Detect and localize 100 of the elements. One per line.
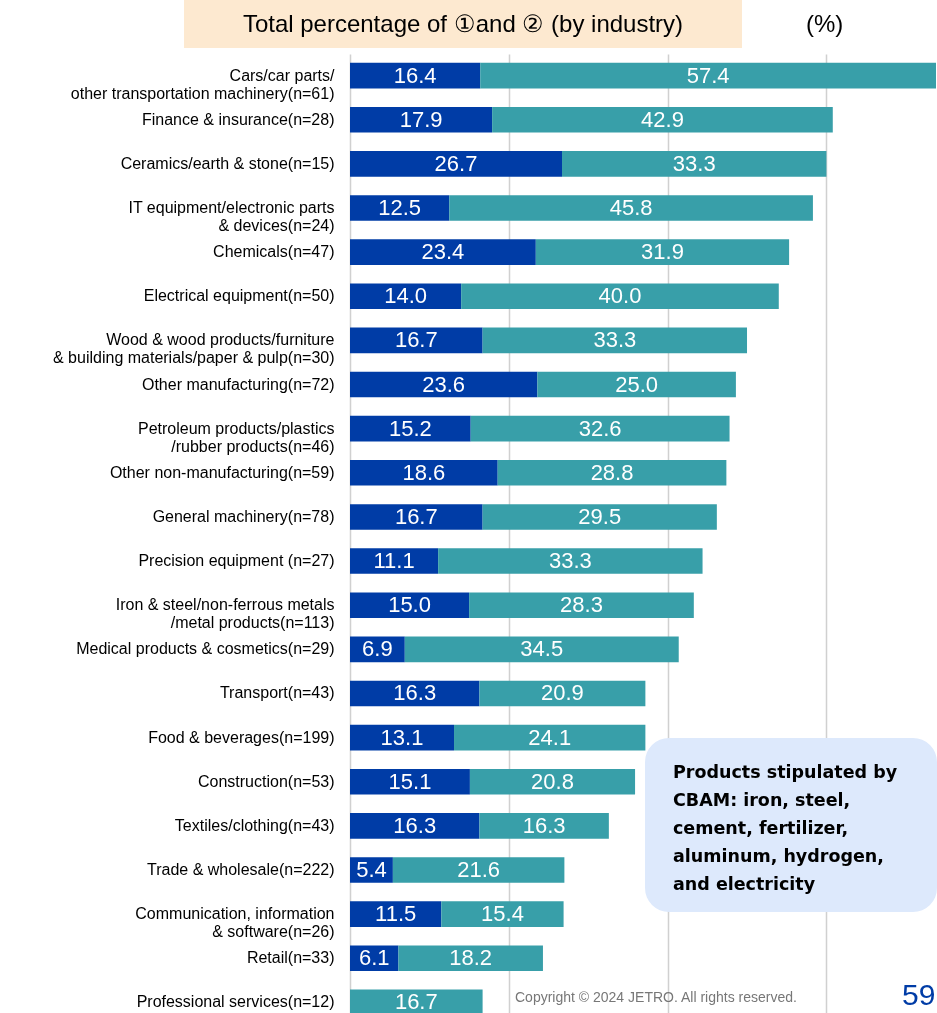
data-label: 11.1 [373,548,415,574]
data-label: 18.6 [402,459,446,485]
bar [350,239,536,265]
bar [441,901,564,927]
bar [350,592,470,618]
bar [480,62,936,89]
data-label: 33.3 [672,150,716,176]
bar [438,548,703,574]
data-label: 16.7 [394,327,438,353]
y-tick-label: General machinery(n=78) [152,507,335,525]
bar [537,371,736,398]
y-tick-label: Medical products & cosmetics(n=29) [76,640,335,658]
data-label: 20.9 [540,680,584,706]
data-label: 16.7 [394,503,438,529]
data-label: 26.7 [434,150,478,176]
data-label: 15.4 [481,901,524,927]
data-label: 6.9 [362,636,393,662]
y-tick-label: Precision equipment (n=27) [138,552,335,570]
annotation: 59 [902,978,936,1012]
y-tick-label: Petroleum products/plastics /rubber products(n=46) [137,419,335,455]
data-label: 12.5 [378,195,422,221]
data-label: 17.9 [399,106,443,132]
bar [398,945,543,972]
data-label: 5.4 [356,856,387,882]
data-label: 6.1 [358,945,390,971]
data-label: 16.3 [393,680,437,706]
data-label: 14.0 [384,283,427,309]
y-tick-label: Communication, information & software(n=26) [135,905,335,941]
data-label: 45.8 [609,195,653,221]
y-tick-label: Retail(n=33) [246,949,335,967]
y-tick-label: Other manufacturing(n=72) [141,375,335,393]
bar [350,768,470,795]
data-label: 16.7 [394,989,438,1013]
annotation: Copyright © 2024 JETRO. All rights reserved. [515,989,797,1005]
y-tick-label: Construction(n=53) [197,772,335,790]
bar [350,106,493,133]
data-label: 15.2 [388,415,432,441]
bar [449,195,813,221]
y-tick-label: Other non-manufacturing(n=59) [109,463,335,481]
data-label: 16.4 [393,62,437,88]
y-tick-label: Cars/car parts/ other transportation machinery(n=61) [70,66,336,102]
data-label: 29.5 [578,503,622,529]
bar [479,813,609,839]
data-label: 33.3 [593,327,637,353]
data-label: 33.3 [548,548,592,574]
bar [497,460,727,486]
bar [350,283,462,310]
bar [482,327,748,354]
bar [350,460,498,486]
y-tick-label: Professional services(n=12) [136,993,335,1011]
chart-title: Total percentage of ①and ② (by industry) [184,0,742,48]
data-label: 16.3 [393,812,437,838]
y-tick-label: Finance & insurance(n=28) [141,110,335,128]
data-label: 57.4 [686,62,730,88]
y-tick-label: Wood & wood products/furniture & building materials/paper & pulp(n=30) [53,331,335,367]
bar [470,415,730,442]
y-tick-label: Ceramics/earth & stone(n=15) [120,154,335,172]
y-tick-label: Trade & wholesale(n=222) [146,860,335,878]
data-label: 23.6 [422,371,466,397]
y-tick-label: Electrical equipment(n=50) [143,287,335,305]
bar [350,813,480,839]
data-label: 25.0 [615,371,659,397]
data-label: 28.8 [590,459,634,485]
data-label: 18.2 [449,945,493,971]
bar [492,106,833,133]
data-label: 15.1 [388,768,432,794]
y-tick-label: Textiles/clothing(n=43) [174,816,335,834]
data-label: 42.9 [641,106,684,132]
y-tick-label: Food & beverages(n=199) [148,728,335,746]
bar [469,592,694,618]
data-label: 11.5 [375,901,417,927]
bar [350,371,538,398]
data-label: 23.4 [421,239,465,265]
bar [562,151,827,177]
y-tick-label: Chemicals(n=47) [213,243,335,261]
bar [392,857,565,883]
bar [479,680,646,707]
bar [461,283,779,310]
data-label: 20.8 [531,768,574,794]
data-label: 32.6 [578,415,622,441]
text: (%) [806,10,844,38]
data-label: 28.3 [560,592,603,618]
y-tick-label: IT equipment/electronic parts & devices(n=24) [128,199,335,235]
data-label: 16.3 [522,812,566,838]
bar [454,724,646,751]
bar [469,768,636,795]
data-label: 21.6 [457,856,501,882]
bar [404,636,679,663]
bar [350,327,483,354]
data-label: 24.1 [528,724,572,750]
bar [482,504,717,530]
y-tick-label: Transport(n=43) [219,684,335,702]
bar [350,504,483,530]
data-label: 15.0 [388,592,431,618]
data-label: 34.5 [520,636,564,662]
bar [350,195,450,221]
data-label: 31.9 [641,239,684,265]
y-tick-label: Iron & steel/non-ferrous metals /metal products(n=113) [115,596,335,632]
bar [350,901,442,927]
data-label: 13.1 [380,724,424,750]
